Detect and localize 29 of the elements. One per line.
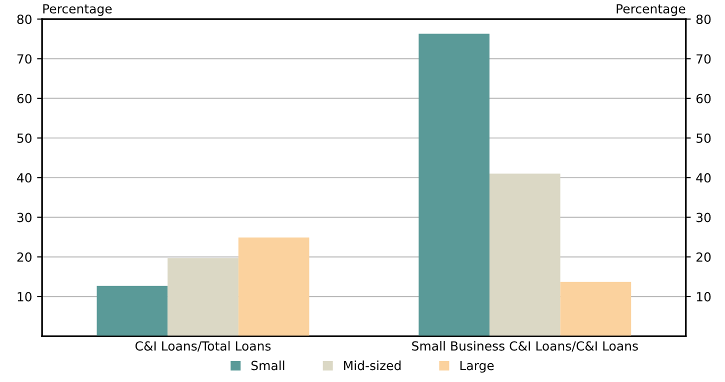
y-axis-title: Percentage [43,4,112,16]
x-tick-label: Small Business C&I Loans/C&I Loans [412,341,638,352]
bar [489,174,560,336]
y-tick-label: 80 [17,14,32,24]
y2-tick-label: 70 [696,54,711,64]
y-tick-label: 40 [17,173,32,183]
legend-label: Small [251,360,284,370]
legend-label: Large [460,360,494,373]
y2-tick-label: 50 [696,133,711,143]
y-tick-label: 20 [17,252,32,262]
x-tick-label: C&I Loans/Total Loans [135,341,271,352]
y-tick-label: 10 [18,292,32,302]
y2-tick-label: 30 [696,212,711,222]
bar [238,237,310,336]
y2-tick-label: 60 [696,94,711,104]
bar [560,282,632,336]
bar [96,286,168,336]
bar [418,34,490,336]
bar [168,258,238,336]
y2-tick-label: 40 [696,173,711,183]
y2-tick-label: 10 [696,292,711,302]
y-tick-label: 50 [17,133,32,143]
y-tick-label: 60 [17,94,32,104]
legend-label: Mid-sized [344,360,401,370]
y2-tick-label: 80 [696,14,711,24]
y-tick-label: 30 [17,212,32,222]
y-tick-label: 70 [17,54,32,64]
y2-tick-label: 20 [696,252,711,262]
y2-axis-title: Percentage [616,4,686,16]
